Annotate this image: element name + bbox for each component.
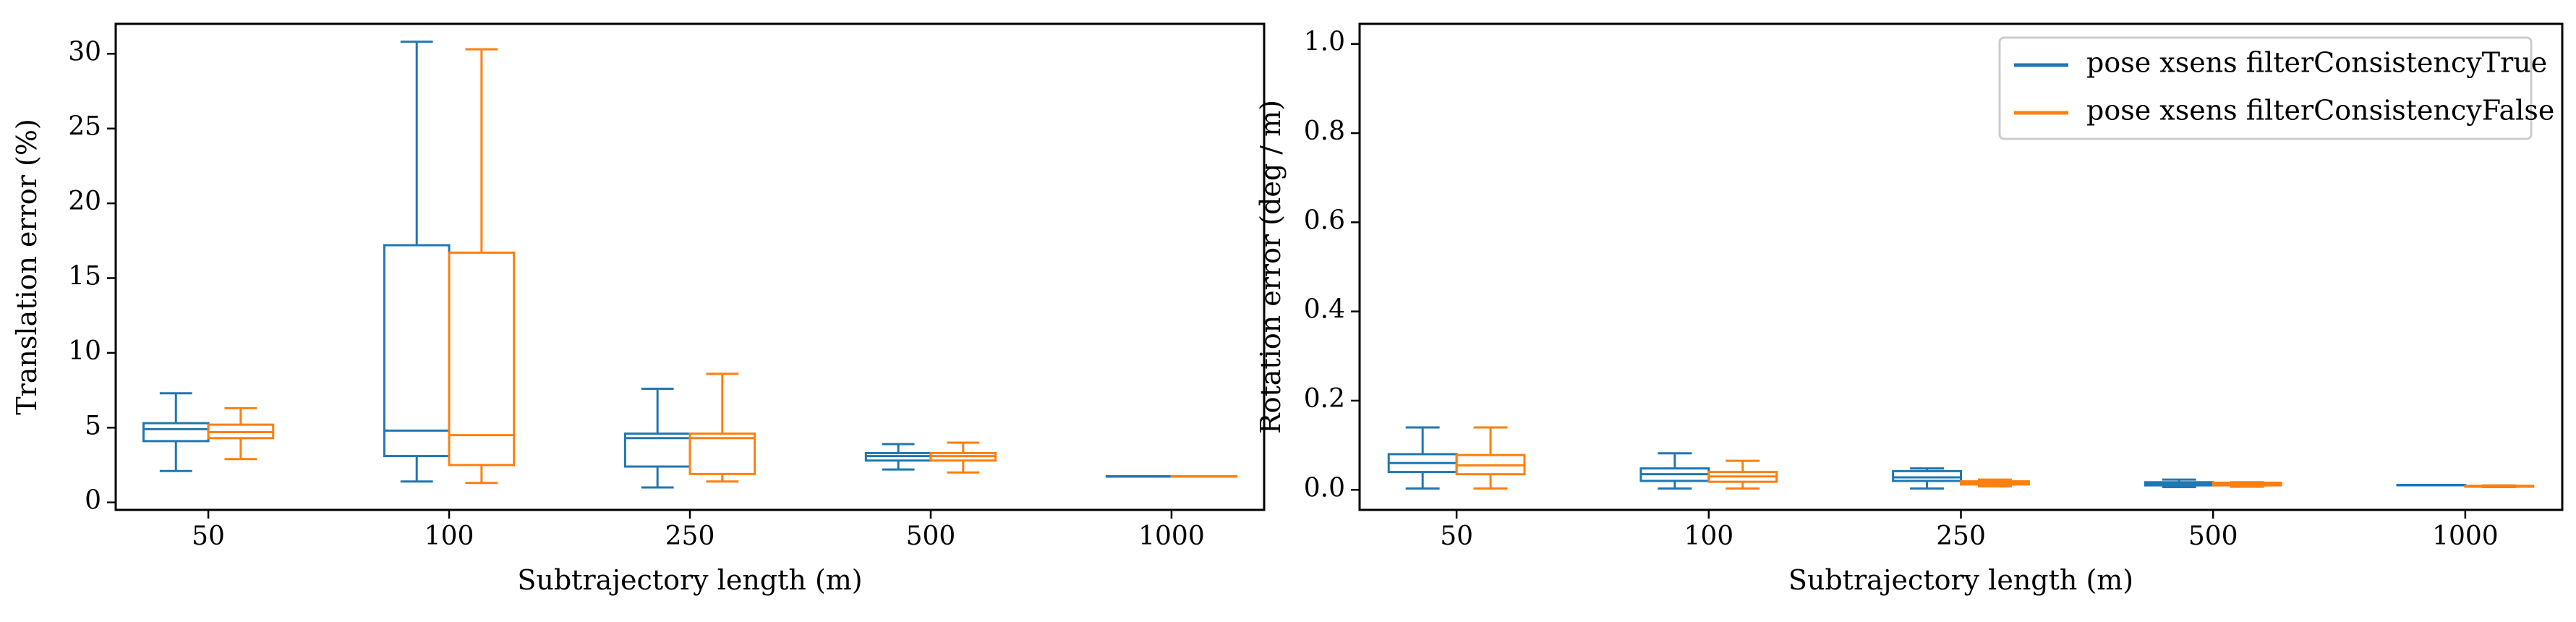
box-50-series-1	[207, 406, 275, 461]
box-50-series-1	[1455, 426, 1526, 490]
y-tick-label: 0.2	[1304, 384, 1345, 414]
rotation-error-x-axis-label: Subtrajectory length (m)	[1788, 564, 2133, 596]
legend-label-filter-consistency-true: pose xsens filterConsistencyTrue	[2086, 47, 2547, 79]
rotation-error-panel: 0.0 0.2 0.4 0.6 0.8 1.0 50 100 250 500 1000 Subtra…	[1255, 22, 2564, 596]
box-50-series-0	[142, 392, 210, 472]
x-tick-label: 1000	[2432, 521, 2499, 551]
box-250-series-1	[688, 372, 756, 483]
rotation-error-ticks: 0.0 0.2 0.4 0.6 0.8 1.0 50 100 250 500 1000	[1304, 27, 2499, 551]
interquartile-box	[448, 251, 516, 466]
box-100-series-1	[1707, 459, 1778, 490]
translation-error-ticks: 0 5 10 15 20 25 30 50 100 250 500 1000	[68, 37, 1205, 551]
y-tick-label: 1.0	[1304, 27, 1345, 57]
y-tick-label: 15	[68, 262, 101, 291]
x-tick-label: 50	[1440, 521, 1473, 551]
legend-label-filter-consistency-false: pose xsens filterConsistencyFalse	[2086, 95, 2554, 127]
y-tick-label: 0	[85, 486, 101, 516]
rotation-error-y-axis-label: Rotation error (deg / m)	[1255, 100, 1287, 434]
box-1000-series-1	[1170, 474, 1238, 478]
y-tick-label: 0.8	[1304, 116, 1345, 146]
box-100-series-1	[448, 48, 516, 485]
y-tick-label: 30	[68, 37, 101, 67]
translation-error-axes-frame	[114, 22, 1266, 511]
translation-error-boxes	[142, 41, 1238, 489]
y-tick-label: 5	[85, 411, 101, 440]
y-tick-label: 0.4	[1304, 295, 1345, 325]
x-tick-label: 100	[1684, 521, 1733, 551]
box-500-series-1	[929, 441, 997, 474]
translation-error-x-axis-label: Subtrajectory length (m)	[517, 564, 862, 596]
legend-frame	[1998, 36, 2533, 140]
legend: pose xsens filterConsistencyTrue pose xs…	[1998, 36, 2554, 140]
x-tick-label: 1000	[1138, 521, 1205, 551]
x-tick-label: 250	[665, 521, 715, 551]
y-tick-label: 20	[68, 187, 101, 216]
x-tick-label: 100	[425, 521, 474, 551]
interquartile-box	[688, 433, 756, 475]
x-tick-label: 250	[1936, 521, 1986, 551]
y-tick-label: 0.6	[1304, 205, 1345, 235]
y-tick-label: 25	[68, 112, 101, 142]
box-500-series-1	[2212, 481, 2282, 488]
y-tick-label: 10	[68, 336, 101, 366]
x-tick-label: 500	[2188, 521, 2238, 551]
y-tick-label: 0.0	[1304, 473, 1345, 503]
rotation-error-boxes	[1387, 426, 2535, 490]
box-250-series-1	[1960, 478, 2030, 487]
rotation-error-axes-frame	[1358, 22, 2564, 511]
box-250-series-0	[1892, 467, 1962, 490]
translation-error-y-axis-label: Translation error (%)	[11, 119, 43, 415]
translation-error-panel: 0 5 10 15 20 25 30 50 100 250 500 1000 Subtrajector…	[11, 22, 1266, 596]
interquartile-box	[1892, 469, 1962, 482]
box-1000-series-1	[2464, 484, 2535, 489]
x-tick-label: 500	[906, 521, 956, 551]
box-1000-series-0	[1105, 474, 1173, 478]
x-tick-label: 50	[192, 521, 225, 551]
